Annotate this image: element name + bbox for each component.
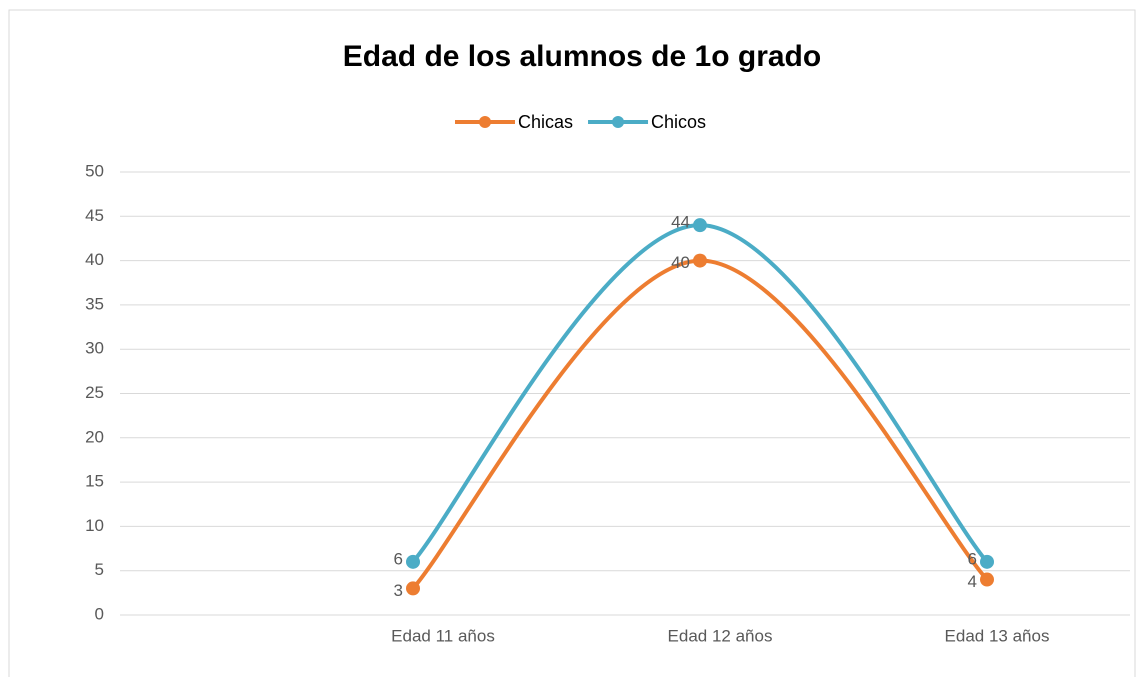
data-point xyxy=(980,554,994,569)
y-tick-label: 30 xyxy=(85,339,104,358)
data-label: 40 xyxy=(671,253,690,272)
data-point xyxy=(693,218,707,233)
x-tick-label: Edad 11 años xyxy=(391,626,495,645)
y-tick-label: 10 xyxy=(85,516,104,535)
data-label: 4 xyxy=(968,572,977,591)
y-tick-label: 40 xyxy=(85,250,104,269)
legend-marker xyxy=(612,116,625,128)
x-tick-label: Edad 13 años xyxy=(945,626,1050,645)
y-tick-label: 50 xyxy=(85,161,104,180)
legend-label: Chicas xyxy=(518,112,573,132)
y-tick-label: 0 xyxy=(95,604,104,623)
chart-frame xyxy=(8,9,1136,677)
y-tick-label: 15 xyxy=(85,472,104,491)
x-tick-label: Edad 12 años xyxy=(668,626,773,645)
y-tick-label: 35 xyxy=(85,294,104,313)
data-label: 44 xyxy=(671,213,690,232)
data-point xyxy=(406,554,420,569)
legend-label: Chicos xyxy=(651,112,706,132)
y-tick-label: 20 xyxy=(85,427,104,446)
data-point xyxy=(406,581,420,596)
data-label: 6 xyxy=(968,549,977,568)
y-tick-label: 45 xyxy=(85,206,104,225)
chart-title: Edad de los alumnos de 1o grado xyxy=(343,40,821,73)
y-tick-label: 5 xyxy=(95,560,104,579)
legend-marker xyxy=(479,116,491,128)
data-point xyxy=(693,253,707,268)
data-label: 3 xyxy=(394,581,403,600)
data-label: 6 xyxy=(394,549,403,568)
y-tick-label: 25 xyxy=(85,383,104,402)
data-point xyxy=(980,572,994,587)
